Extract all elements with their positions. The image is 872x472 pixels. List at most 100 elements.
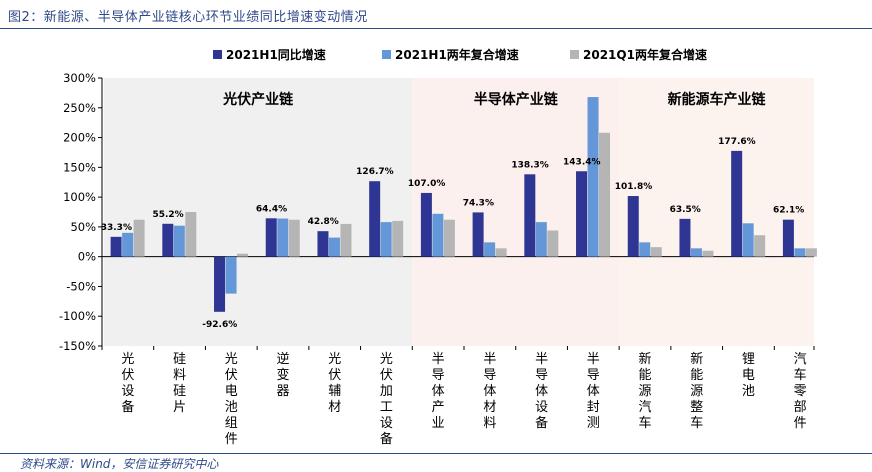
x-tick-label: 工: [380, 400, 393, 415]
x-tick-label: 料: [483, 416, 496, 431]
labels: 光伏产业链 半导体产业链 新能源车产业链 33.3% 55.2% -92.6% 64.4% 4…: [101, 47, 805, 330]
bars: [110, 97, 817, 312]
bar: [547, 230, 559, 257]
bar: [340, 223, 352, 257]
bar: [369, 181, 381, 257]
group-background: [619, 78, 814, 346]
bar: [754, 235, 766, 257]
data-label: 101.8%: [615, 182, 653, 192]
x-tick-label: 光: [328, 352, 341, 367]
bar: [443, 219, 455, 257]
x-tick-label: 硅: [173, 384, 186, 399]
group-title: 新能源车产业链: [668, 91, 767, 108]
x-tick-label: 材: [483, 400, 496, 415]
x-tick-label: 伏: [328, 368, 341, 383]
bar: [702, 250, 714, 257]
x-tick-label: 新: [690, 351, 703, 367]
bar: [782, 219, 794, 257]
x-tick-label: 整: [690, 400, 703, 415]
bar: [317, 231, 329, 257]
x-tick-label: 料: [173, 368, 186, 383]
x-tick-label: 测: [587, 416, 600, 431]
x-tick-label: 器: [276, 384, 289, 399]
x-tick-label: 体: [535, 384, 548, 399]
bar: [237, 253, 249, 257]
bar: [173, 225, 185, 257]
x-tick-label: 体: [587, 384, 600, 399]
bar: [277, 218, 289, 257]
y-tick-label: -150%: [59, 339, 96, 353]
bar: [794, 248, 806, 257]
title-divider: [0, 28, 872, 29]
bar: [587, 97, 599, 257]
y-tick-label: 150%: [63, 160, 96, 174]
x-tick-label: 车: [794, 367, 807, 383]
x-tick-label: 源: [690, 384, 703, 399]
x-tick-label: 能: [690, 368, 703, 383]
y-tick-label: 300%: [63, 71, 96, 85]
group-title: 光伏产业链: [222, 91, 294, 108]
x-tick-label: 组: [225, 416, 238, 431]
x-tick-label: 片: [173, 400, 186, 415]
x-tick-label: 池: [225, 400, 238, 415]
x-tick-label: 车: [638, 415, 651, 431]
bar: [392, 220, 404, 257]
group-backgrounds: [104, 78, 814, 346]
legend-label: 2021Q1两年复合增速: [583, 47, 707, 62]
data-label: 74.3%: [463, 198, 494, 208]
bar-chart: -150% -100% -50% 0% 50% 100% 150% 200% 250% 300% 光…: [59, 47, 817, 447]
x-tick-label: 体: [432, 384, 445, 399]
bar: [484, 242, 496, 257]
x-tick-label: 新: [638, 351, 651, 367]
bar: [432, 213, 444, 257]
bar: [214, 256, 226, 312]
bar: [225, 256, 237, 294]
x-tick-label: 零: [794, 384, 807, 399]
bar: [627, 196, 639, 257]
bar: [185, 212, 197, 257]
bar: [420, 192, 432, 257]
data-label: 64.4%: [256, 204, 287, 214]
bar: [288, 219, 300, 257]
bar: [162, 223, 174, 257]
x-tick-label: 半: [432, 352, 445, 367]
bar: [650, 247, 662, 257]
x-tick-label: 备: [380, 431, 393, 447]
group-title: 半导体产业链: [474, 91, 559, 108]
x-tick-label: 锂: [742, 352, 755, 367]
bar: [495, 248, 507, 257]
source-note: 资料来源：Wind，安信证券研究中心: [20, 457, 219, 471]
x-tick-label: 体: [483, 384, 496, 399]
bar: [731, 150, 743, 257]
data-label: 126.7%: [356, 167, 394, 177]
bar: [576, 171, 588, 257]
x-tick-label: 硅: [173, 352, 186, 367]
y-tick-label: -50%: [66, 279, 96, 293]
legend-label: 2021H1两年复合增速: [395, 47, 519, 62]
y-tick-label: 200%: [63, 131, 96, 145]
bar: [380, 222, 392, 257]
bar: [639, 242, 651, 257]
x-tick-label: 源: [638, 384, 651, 399]
bar: [122, 232, 134, 257]
legend-swatch: [382, 50, 391, 59]
x-tick-label: 光: [225, 352, 238, 367]
bar: [265, 218, 277, 257]
bar: [535, 222, 547, 257]
y-tick-label: -100%: [59, 309, 96, 323]
legend-swatch: [213, 50, 222, 59]
x-tick-label: 伏: [121, 368, 134, 383]
x-tick-label: 能: [638, 368, 651, 383]
data-label: 62.1%: [773, 206, 804, 216]
bar: [133, 219, 145, 257]
data-label: 42.8%: [308, 217, 339, 227]
bar: [679, 218, 691, 257]
data-label: 138.3%: [511, 160, 549, 170]
bar: [110, 236, 122, 257]
x-tick-label: 池: [742, 384, 755, 399]
x-tick-label: 逆: [276, 351, 289, 367]
data-label: 63.5%: [670, 205, 701, 215]
x-tick-label: 光: [121, 352, 134, 367]
x-tick-label: 导: [535, 368, 548, 383]
bar: [599, 132, 611, 257]
